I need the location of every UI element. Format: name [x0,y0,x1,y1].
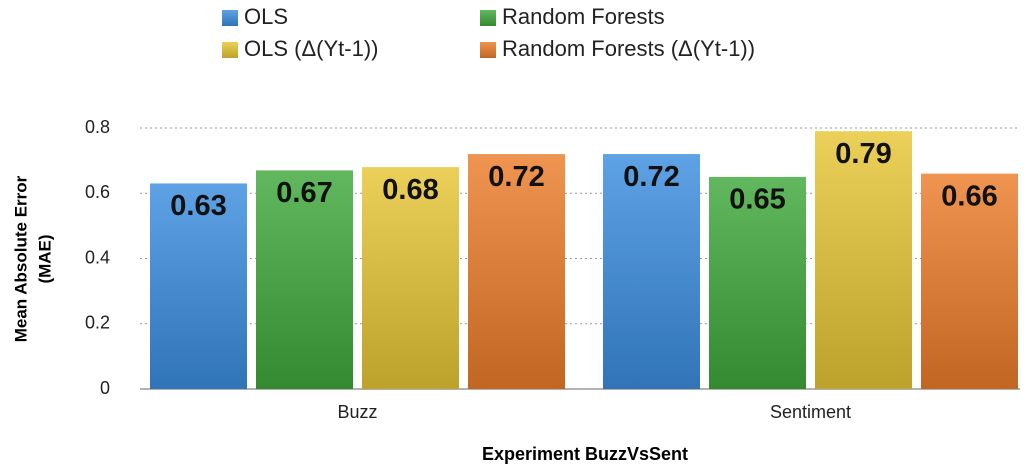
bar-shade [150,183,247,389]
bar-shade [256,170,353,389]
y-tick-label: 0.6 [85,182,110,202]
bar-shade [815,131,912,389]
y-axis-label: Mean Absolute Error [11,175,30,342]
data-label: 0.72 [623,161,679,193]
data-label: 0.72 [488,161,544,193]
legend-swatch-shade [480,10,496,26]
data-label: 0.67 [276,177,332,209]
x-tick-label: Sentiment [770,402,851,422]
data-label: 0.63 [170,190,226,222]
bar-shade [921,173,1018,389]
legend-swatch-shade [222,10,238,26]
y-tick-label: 0.8 [85,117,110,137]
bar-shade [709,176,806,389]
legend-label: Random Forests (Δ(Yt-1)) [502,36,755,61]
data-label: 0.65 [729,184,785,216]
x-axis-label: Experiment BuzzVsSent [482,444,688,464]
data-label: 0.79 [835,138,891,170]
bar-shade [362,167,459,389]
legend-swatch-shade [222,42,238,58]
x-tick-label: Buzz [337,402,377,422]
legend-label: OLS (Δ(Yt-1)) [244,36,378,61]
data-label: 0.66 [941,180,997,212]
legend-label: OLS [244,4,288,29]
legend-label: Random Forests [502,4,665,29]
y-tick-label: 0.4 [85,247,110,267]
legend-swatch-shade [480,42,496,58]
y-tick-label: 0.2 [85,313,110,333]
y-axis-label: (MAE) [35,234,54,283]
y-tick-label: 0 [100,378,110,398]
bar-shade [603,154,700,389]
data-label: 0.68 [382,174,438,206]
bar-shade [468,154,565,389]
